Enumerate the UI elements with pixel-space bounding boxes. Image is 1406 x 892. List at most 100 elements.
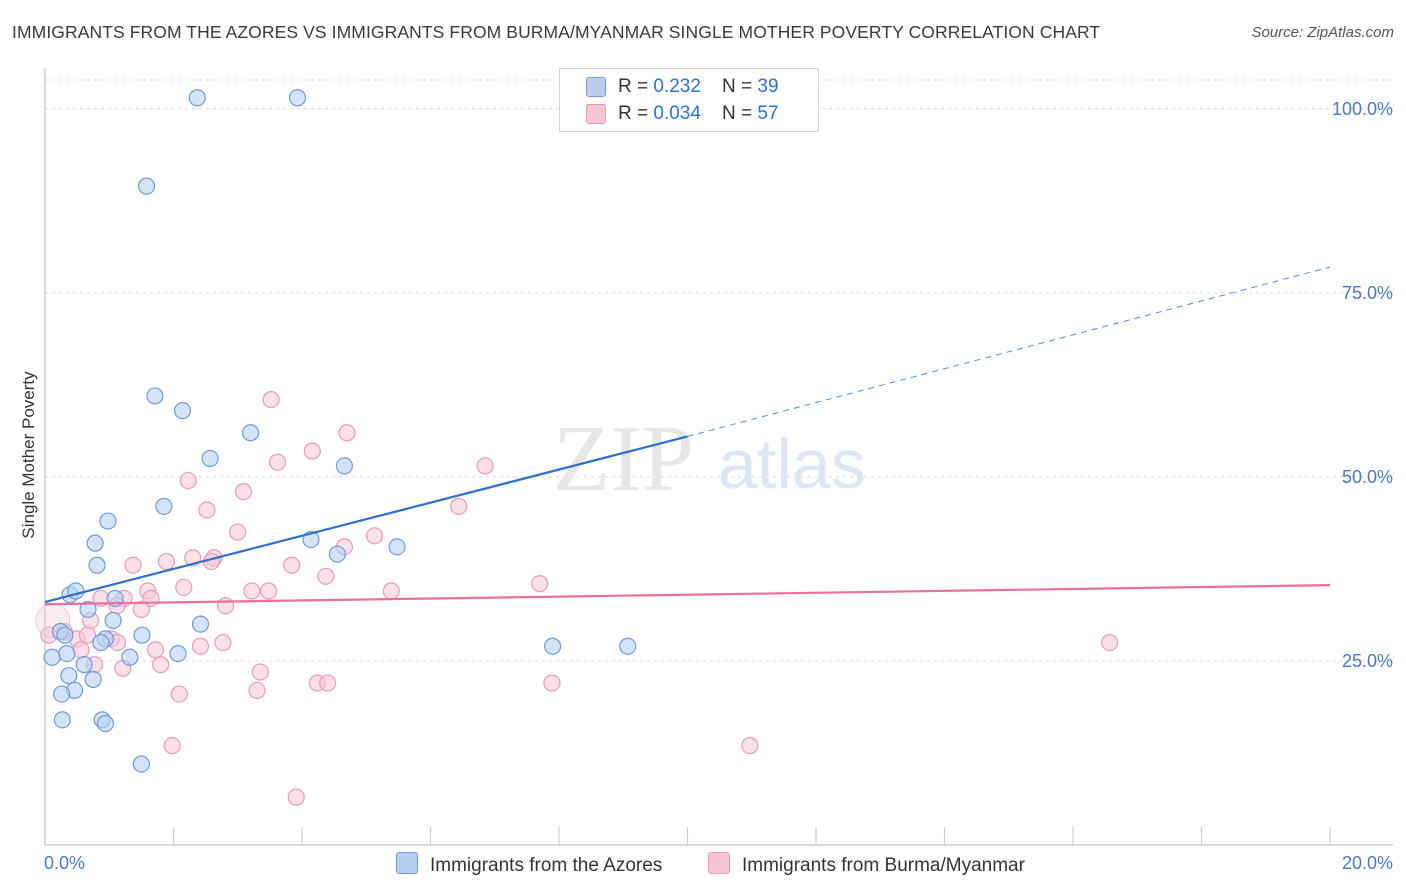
data-point-azores [86,534,104,552]
data-point-burma [531,575,549,593]
data-point-azores [173,402,192,420]
watermark-atlas: atlas [718,425,866,503]
data-point-burma [214,633,232,652]
y-tick-label: 100.0% [1332,99,1393,119]
y-tick-label: 75.0% [1342,283,1393,303]
data-point-burma [229,523,247,541]
gridlines [45,79,1393,662]
data-point-burma [251,663,269,681]
source-credit: Source: ZipAtlas.com [1251,24,1394,41]
x-tick-label-min: 0.0% [44,853,85,873]
data-point-azores [79,600,97,619]
data-point-burma [179,471,197,490]
data-point-burma [132,600,150,619]
legend-swatch-azores [586,77,606,97]
data-point-burma [259,582,278,600]
legend-n-value-burma: 57 [757,103,779,124]
data-point-azores [155,497,173,515]
bottom-legend-azores: Immigrants from the Azores [396,852,662,877]
data-point-azores [60,667,78,685]
y-tick-label: 25.0% [1342,651,1393,671]
data-point-azores [56,626,74,644]
data-point-burma [741,737,759,755]
data-point-burma [72,641,90,659]
data-point-azores [88,556,106,574]
correlation-legend: R = 0.232 N = 39 R = 0.034 N = 57 [559,68,819,132]
data-point-azores [53,685,71,703]
data-point-azores [388,538,406,556]
bottom-legend-label-azores: Immigrants from the Azores [430,855,663,876]
series-azores-points [43,89,637,773]
data-point-azores [201,449,219,468]
data-point-burma [152,656,170,674]
data-point-azores [619,637,637,655]
data-point-azores [543,637,562,655]
data-point-burma [175,578,193,596]
bottom-legend-label-burma: Immigrants from Burma/Myanmar [742,855,1025,876]
data-point-azores [191,615,210,633]
data-point-azores [92,633,110,652]
bottom-legend-swatch-burma [708,852,730,874]
data-point-burma [248,681,266,700]
data-point-burma [543,674,561,692]
x-tick-label-max: 20.0% [1342,853,1393,873]
data-point-azores [288,89,307,107]
data-point-azores [75,656,93,674]
data-point-burma [146,641,165,659]
data-point-azores [121,648,139,666]
data-point-burma [450,497,468,515]
data-point-burma [268,453,287,471]
data-point-burma [191,637,210,655]
watermark: ZIP atlas [553,407,866,511]
data-point-azores [53,711,71,729]
legend-n-label: N = [722,76,758,97]
bottom-legend-burma: Immigrants from Burma/Myanmar [708,852,1025,877]
data-point-burma [243,582,261,600]
data-point-burma [216,597,235,615]
data-point-burma [198,501,216,519]
trend-line-azores [44,435,688,604]
trend-line-azores-extrapolated [687,266,1331,437]
data-point-azores [58,644,76,663]
legend-r-value-azores: 0.232 [653,76,701,97]
y-axis-label: Single Mother Poverty [19,371,38,539]
data-point-burma [283,556,301,574]
data-point-burma [234,483,253,501]
tick-labels: 25.0% 50.0% 75.0% 100.0% 0.0% 20.0% [44,99,1393,873]
legend-n-label: N = [722,103,758,124]
legend-n-value-azores: 39 [757,76,779,97]
data-point-azores [242,424,260,442]
legend-r-label: R = [618,76,654,97]
data-point-burma [1101,633,1119,652]
trend-line-burma [44,584,1331,606]
watermark-zip: ZIP [553,407,694,511]
legend-r-label: R = [618,103,654,124]
data-point-burma [262,391,280,409]
chart-title: IMMIGRANTS FROM THE AZORES VS IMMIGRANTS… [12,22,1101,42]
data-point-azores [96,714,114,733]
trend-lines [44,266,1331,606]
data-point-burma [476,457,494,475]
data-point-burma [163,737,181,755]
data-point-burma [382,582,400,600]
data-point-azores [84,670,102,688]
data-point-azores [104,611,122,630]
data-point-burma [338,424,356,442]
data-point-azores [133,626,151,644]
data-point-azores [328,545,346,563]
data-point-azores [43,648,61,666]
data-point-azores [146,387,164,405]
bottom-legend-swatch-azores [396,852,418,874]
data-point-azores [335,457,354,475]
data-point-azores [188,89,206,107]
data-point-azores [132,755,150,773]
legend-r-value-burma: 0.034 [653,103,701,124]
data-point-burma [366,527,384,545]
data-point-azores [137,177,156,195]
data-point-burma [303,442,321,460]
data-point-burma [170,685,188,703]
data-point-burma [78,626,97,644]
data-point-azores [169,644,187,663]
data-point-burma [317,567,335,585]
